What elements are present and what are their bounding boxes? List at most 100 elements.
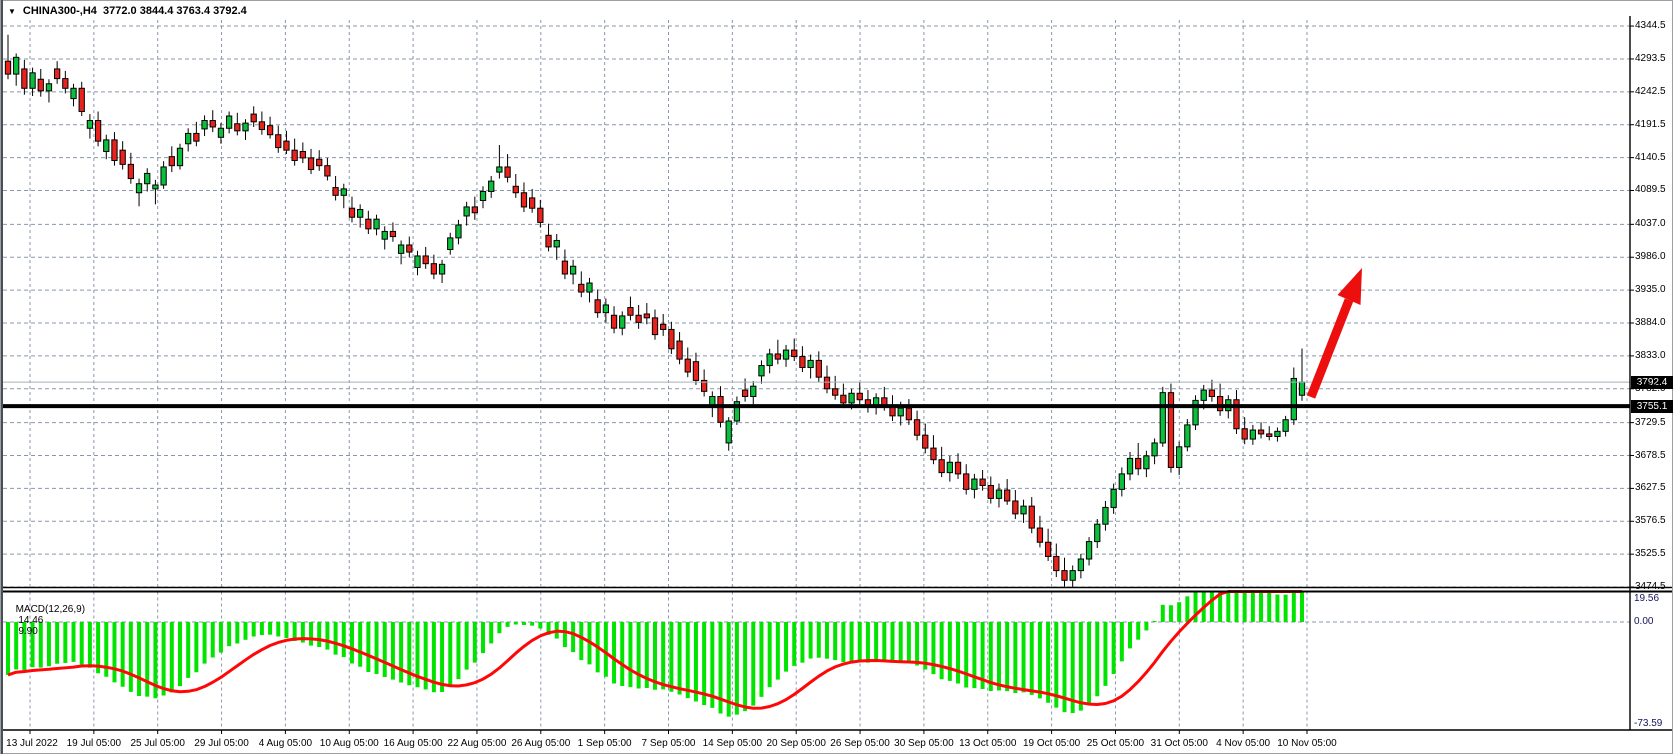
candle — [1266, 433, 1273, 437]
candle — [856, 392, 863, 401]
candle — [1094, 523, 1101, 543]
time-axis-label: 29 Jul 05:00 — [194, 738, 249, 749]
candle — [660, 323, 667, 330]
candle — [209, 120, 216, 128]
price-axis-label: 3782.0 — [1635, 382, 1666, 394]
candle — [668, 328, 675, 350]
macd-signal-value: 9.90 — [18, 626, 38, 637]
candle — [1249, 429, 1257, 440]
candle — [553, 239, 560, 248]
time-axis-label: 25 Jul 05:00 — [130, 738, 185, 749]
macd-layer — [6, 590, 1304, 717]
time-axis-label: 19 Jul 05:00 — [66, 738, 122, 749]
candle — [1274, 430, 1281, 437]
candle — [1208, 389, 1216, 398]
time-axis-label: 30 Sep 05:00 — [894, 738, 954, 749]
candle — [1012, 500, 1019, 515]
candle — [971, 478, 978, 490]
candle — [447, 237, 454, 250]
candle — [135, 183, 143, 194]
candle — [127, 163, 134, 180]
time-axis-label: 7 Sep 05:00 — [641, 738, 696, 749]
candle — [774, 353, 781, 360]
candle — [1126, 457, 1134, 475]
candle — [397, 244, 405, 254]
candle — [627, 307, 634, 316]
trend-arrow-head[interactable] — [1337, 268, 1363, 305]
candle — [389, 230, 397, 238]
candle — [168, 156, 175, 167]
trend-arrow-shaft[interactable] — [1306, 298, 1354, 399]
symbol-dropdown-icon[interactable]: ▼ — [8, 6, 16, 16]
candle — [504, 166, 511, 178]
price-axis-label: 3576.5 — [1635, 515, 1666, 527]
time-axis-label: 14 Sep 05:00 — [702, 738, 763, 749]
candle — [602, 304, 610, 314]
candle — [430, 263, 438, 275]
candle — [684, 358, 691, 373]
candle — [340, 188, 347, 196]
candle — [357, 209, 364, 218]
candle — [1004, 489, 1011, 502]
candle — [242, 122, 249, 132]
candle — [979, 478, 986, 487]
candle — [103, 139, 110, 152]
candle — [832, 388, 839, 396]
price-axis-label: 4140.5 — [1635, 151, 1666, 163]
price-axis-label: 3729.5 — [1635, 416, 1666, 428]
candle — [406, 244, 413, 253]
price-axis-label: 3627.5 — [1635, 482, 1666, 494]
candle — [275, 134, 282, 149]
candle — [512, 185, 519, 194]
symbol-header: ▼ CHINA300-,H4 3772.0 3844.4 3763.4 3792… — [8, 4, 247, 18]
time-axis-label: 4 Aug 05:00 — [258, 738, 313, 749]
candle — [307, 157, 315, 171]
price-axis-label: 3884.0 — [1635, 317, 1666, 328]
candle — [815, 359, 822, 378]
candle — [741, 389, 749, 398]
candle — [488, 180, 495, 192]
candle — [545, 234, 552, 248]
candle — [995, 489, 1003, 499]
candle — [529, 197, 536, 209]
candle — [1020, 505, 1027, 515]
candle — [586, 282, 593, 293]
candle — [1200, 389, 1207, 401]
candle — [1085, 541, 1093, 560]
candle — [29, 72, 36, 89]
candle — [1118, 473, 1125, 490]
candle — [1044, 541, 1052, 557]
macd-axis-label: -73.59 — [1634, 718, 1663, 729]
candle — [70, 87, 77, 100]
candle — [160, 166, 167, 186]
candle — [1036, 527, 1044, 543]
candle — [807, 359, 814, 368]
candle — [258, 121, 266, 131]
candle — [471, 206, 478, 214]
candle — [324, 165, 331, 177]
time-axis-label: 22 Aug 05:00 — [447, 738, 507, 749]
candle — [1143, 455, 1150, 470]
candle — [561, 260, 569, 275]
price-axis-label: 4037.0 — [1635, 218, 1666, 230]
candle — [922, 434, 929, 449]
candle — [938, 459, 945, 474]
candle — [1110, 488, 1117, 508]
macd-signal-line — [7, 590, 1302, 710]
time-axis-label: 26 Sep 05:00 — [830, 738, 890, 749]
price-axis-label: 4191.5 — [1635, 118, 1666, 130]
candle — [381, 230, 388, 240]
candle — [62, 78, 69, 89]
candle — [152, 184, 159, 190]
candle — [348, 207, 356, 218]
candle — [1159, 392, 1166, 444]
candle — [45, 83, 53, 92]
candle — [823, 376, 831, 390]
candle — [676, 340, 683, 360]
time-axis-label: 16 Aug 05:00 — [383, 738, 443, 749]
macd-name: MACD(12,26,9) — [15, 604, 86, 615]
time-axis-label: 20 Sep 05:00 — [766, 738, 826, 749]
time-axis-label: 19 Oct 05:00 — [1022, 738, 1081, 749]
